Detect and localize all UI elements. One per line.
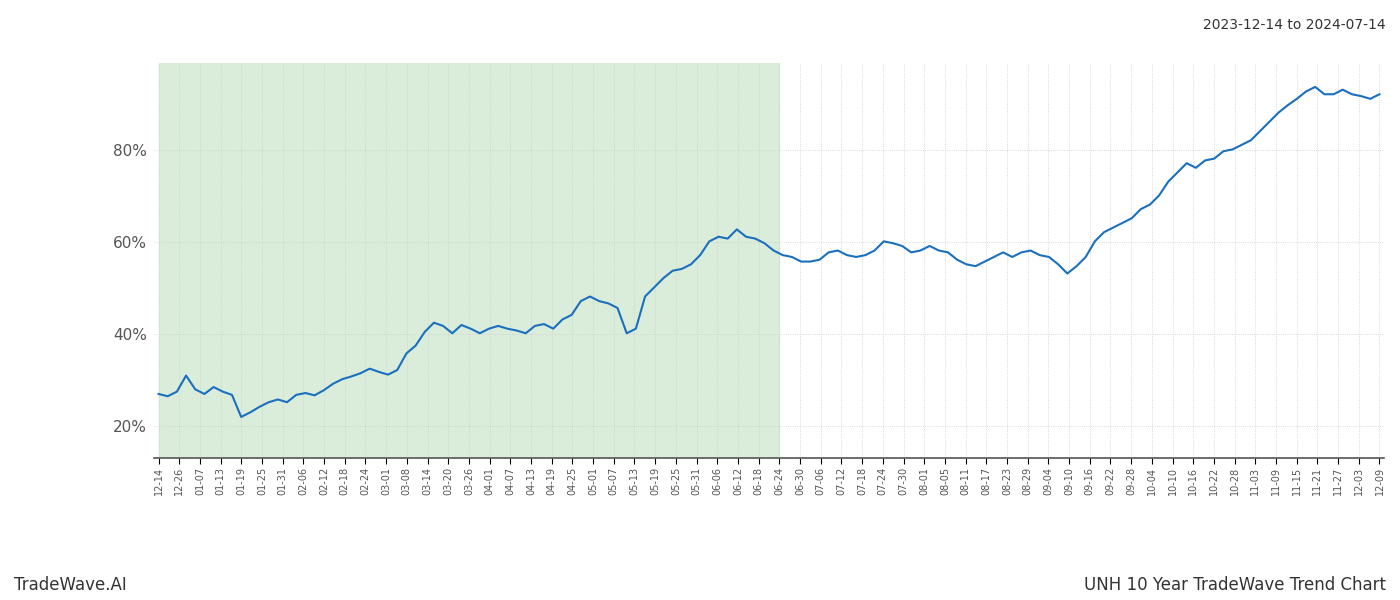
Text: TradeWave.AI: TradeWave.AI [14,576,127,594]
Text: 2023-12-14 to 2024-07-14: 2023-12-14 to 2024-07-14 [1204,18,1386,32]
Bar [158,63,780,458]
Text: UNH 10 Year TradeWave Trend Chart: UNH 10 Year TradeWave Trend Chart [1084,576,1386,594]
